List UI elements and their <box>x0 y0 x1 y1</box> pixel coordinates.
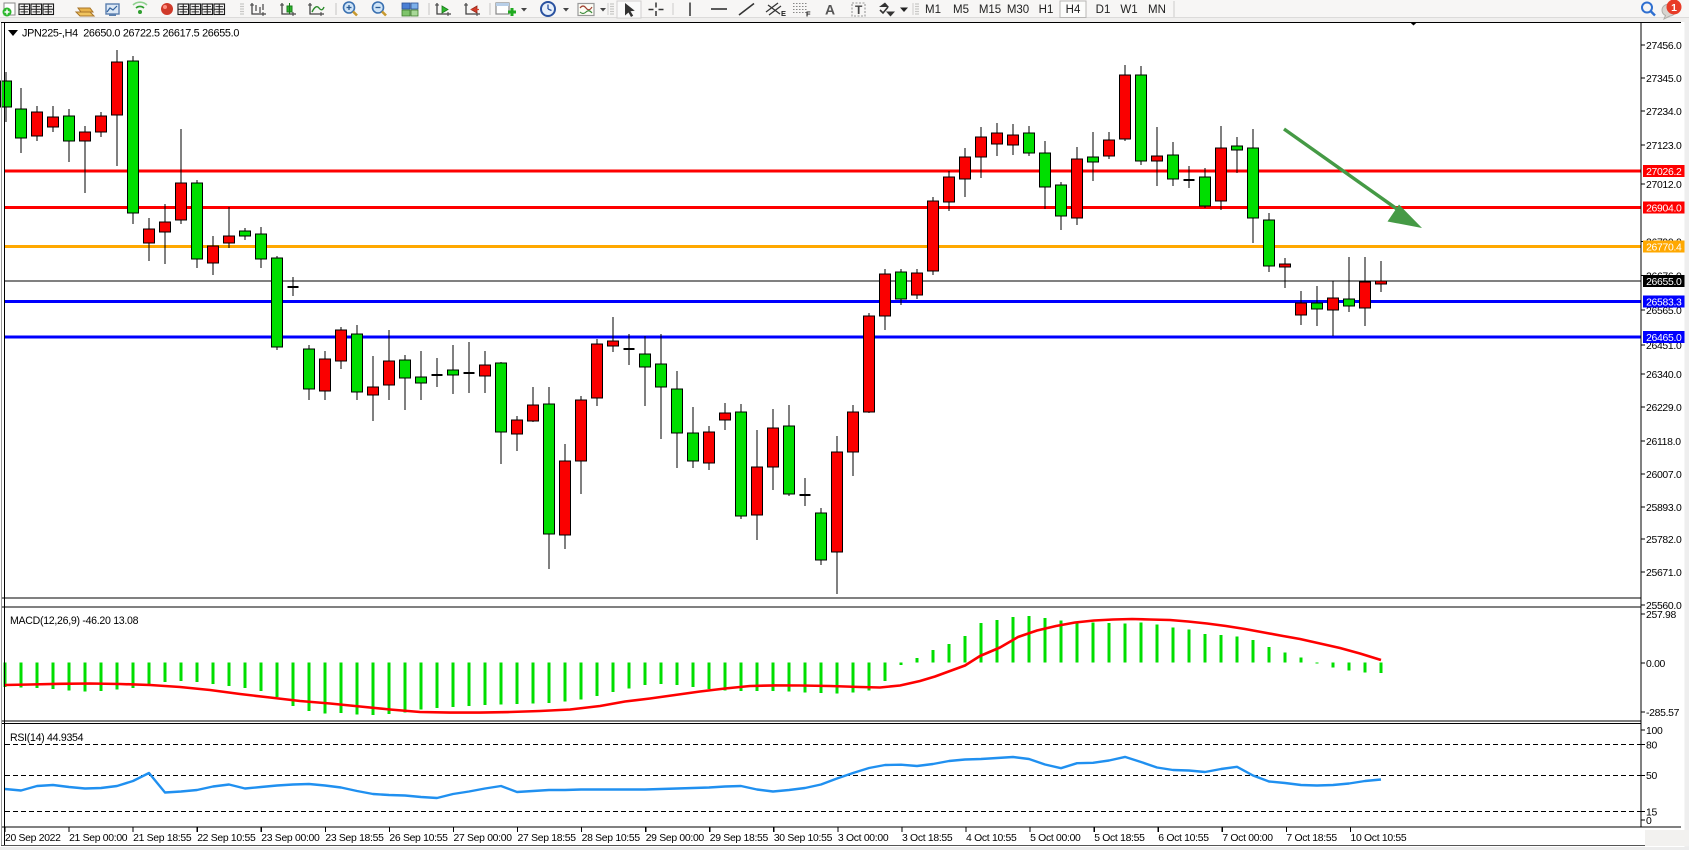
svg-text:6 Oct 10:55: 6 Oct 10:55 <box>1158 833 1209 844</box>
svg-text:27123.0: 27123.0 <box>1646 141 1682 152</box>
svg-text:21 Sep 18:55: 21 Sep 18:55 <box>133 833 192 844</box>
svg-text:20 Sep 2022: 20 Sep 2022 <box>5 833 61 844</box>
svg-text:4 Oct 10:55: 4 Oct 10:55 <box>966 833 1017 844</box>
svg-text:-285.57: -285.57 <box>1646 708 1680 719</box>
svg-text:7 Oct 18:55: 7 Oct 18:55 <box>1286 833 1337 844</box>
svg-text:10 Oct 10:55: 10 Oct 10:55 <box>1350 833 1406 844</box>
svg-text:JPN225-,H4 26650.0 26722.5 26: JPN225-,H4 26650.0 26722.5 26617.5 26655… <box>22 28 239 40</box>
svg-text:M1: M1 <box>925 4 941 16</box>
svg-text:D1: D1 <box>1096 4 1111 16</box>
svg-text:26340.0: 26340.0 <box>1646 370 1682 381</box>
svg-text:27234.0: 27234.0 <box>1646 107 1682 118</box>
svg-text:5 Oct 00:00: 5 Oct 00:00 <box>1030 833 1081 844</box>
svg-text:MACD(12,26,9) -46.20 13.08: MACD(12,26,9) -46.20 13.08 <box>10 615 139 627</box>
svg-text:M15: M15 <box>979 4 1001 16</box>
svg-text:RSI(14) 44.9354: RSI(14) 44.9354 <box>10 732 84 744</box>
svg-text:T: T <box>855 3 863 17</box>
svg-text:25782.0: 25782.0 <box>1646 535 1682 546</box>
svg-text:H4: H4 <box>1066 4 1081 16</box>
svg-text:F: F <box>806 10 811 19</box>
svg-text:E: E <box>781 9 786 18</box>
svg-text:26770.4: 26770.4 <box>1646 242 1682 253</box>
svg-text:26583.3: 26583.3 <box>1646 297 1682 308</box>
svg-text:W1: W1 <box>1120 4 1137 16</box>
svg-text:26451.0: 26451.0 <box>1646 341 1682 352</box>
svg-text:27012.0: 27012.0 <box>1646 180 1682 191</box>
svg-text:29 Sep 18:55: 29 Sep 18:55 <box>710 833 769 844</box>
svg-text:257.98: 257.98 <box>1646 610 1677 621</box>
svg-text:100: 100 <box>1646 726 1663 737</box>
svg-text:MN: MN <box>1148 4 1166 16</box>
svg-text:27 Sep 00:00: 27 Sep 00:00 <box>453 833 512 844</box>
svg-text:27345.0: 27345.0 <box>1646 74 1682 85</box>
svg-text:H1: H1 <box>1039 4 1054 16</box>
svg-text:26465.0: 26465.0 <box>1646 333 1682 344</box>
svg-text:26565.0: 26565.0 <box>1646 306 1682 317</box>
svg-text:23 Sep 00:00: 23 Sep 00:00 <box>261 833 320 844</box>
svg-text:3 Oct 18:55: 3 Oct 18:55 <box>902 833 953 844</box>
svg-text:26904.0: 26904.0 <box>1646 203 1682 214</box>
svg-text:26229.0: 26229.0 <box>1646 403 1682 414</box>
svg-text:1: 1 <box>1671 2 1677 14</box>
svg-text:30 Sep 10:55: 30 Sep 10:55 <box>774 833 833 844</box>
svg-text:7 Oct 00:00: 7 Oct 00:00 <box>1222 833 1273 844</box>
svg-text:0.00: 0.00 <box>1646 659 1666 670</box>
svg-text:5 Oct 18:55: 5 Oct 18:55 <box>1094 833 1145 844</box>
svg-text:3 Oct 00:00: 3 Oct 00:00 <box>838 833 889 844</box>
svg-text:25560.0: 25560.0 <box>1646 601 1682 612</box>
svg-text:26655.0: 26655.0 <box>1646 277 1682 288</box>
svg-text:0: 0 <box>1646 816 1652 827</box>
svg-text:25893.0: 25893.0 <box>1646 503 1682 514</box>
svg-text:A: A <box>825 2 835 18</box>
svg-text:50: 50 <box>1646 771 1657 782</box>
svg-text:80: 80 <box>1646 740 1657 751</box>
svg-text:26 Sep 10:55: 26 Sep 10:55 <box>389 833 448 844</box>
svg-text:15: 15 <box>1646 807 1657 818</box>
svg-text:26007.0: 26007.0 <box>1646 470 1682 481</box>
svg-text:27456.0: 27456.0 <box>1646 41 1682 52</box>
svg-text:27 Sep 18:55: 27 Sep 18:55 <box>518 833 577 844</box>
svg-text:21 Sep 00:00: 21 Sep 00:00 <box>69 833 128 844</box>
svg-text:29 Sep 00:00: 29 Sep 00:00 <box>646 833 705 844</box>
svg-text:26118.0: 26118.0 <box>1646 437 1681 448</box>
svg-text:M5: M5 <box>953 4 969 16</box>
svg-text:28 Sep 10:55: 28 Sep 10:55 <box>582 833 641 844</box>
svg-text:23 Sep 18:55: 23 Sep 18:55 <box>325 833 384 844</box>
svg-text:27026.2: 27026.2 <box>1646 167 1682 178</box>
svg-text:22 Sep 10:55: 22 Sep 10:55 <box>197 833 256 844</box>
svg-text:25671.0: 25671.0 <box>1646 568 1682 579</box>
svg-text:M30: M30 <box>1007 4 1029 16</box>
